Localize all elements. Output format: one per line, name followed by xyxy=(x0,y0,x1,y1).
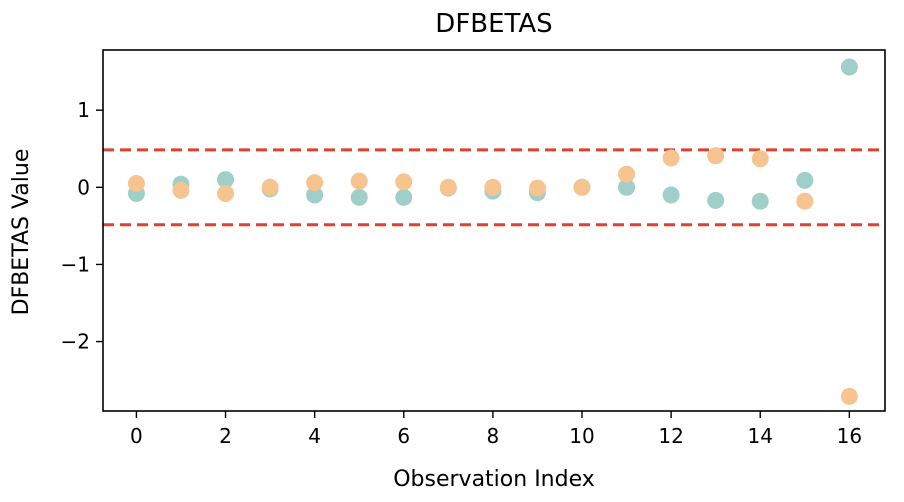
series-2-point xyxy=(172,181,190,199)
series-2-point xyxy=(350,172,368,190)
series-2-point xyxy=(261,178,279,196)
series-2-point xyxy=(484,178,502,196)
series-1-point xyxy=(840,58,858,76)
series-1-point xyxy=(751,192,769,210)
series-2-point xyxy=(439,178,457,196)
plot-marks xyxy=(103,58,885,405)
y-tick-label: 0 xyxy=(77,175,90,199)
x-tick-label: 12 xyxy=(658,424,683,448)
series-2-point xyxy=(662,149,680,167)
series-1-point xyxy=(618,178,636,196)
y-tick-label: −2 xyxy=(61,330,90,354)
x-tick-label: 10 xyxy=(569,424,594,448)
series-2-point xyxy=(306,174,324,192)
y-tick-label: −1 xyxy=(61,252,90,276)
x-tick-label: 0 xyxy=(130,424,143,448)
x-axis-label: Observation Index xyxy=(393,467,595,492)
x-tick-label: 4 xyxy=(308,424,321,448)
series-2-point xyxy=(217,184,235,202)
x-tick-label: 8 xyxy=(487,424,500,448)
series-2-point xyxy=(127,174,145,192)
series-2-point xyxy=(395,173,413,191)
series-1-point xyxy=(662,186,680,204)
x-tick-label: 2 xyxy=(219,424,232,448)
series-2-point xyxy=(796,192,814,210)
series-2-point xyxy=(840,387,858,405)
chart-title: DFBETAS xyxy=(435,9,552,39)
series-1-point xyxy=(306,186,324,204)
series-2-point xyxy=(528,179,546,197)
plot-frame xyxy=(102,49,886,412)
series-1-point xyxy=(707,191,725,209)
x-tick-label: 16 xyxy=(837,424,862,448)
series-2-point xyxy=(707,147,725,165)
series-1-point xyxy=(350,188,368,206)
series-2-point xyxy=(618,165,636,183)
y-axis-label: DFBETAS Value xyxy=(9,149,34,316)
x-tick-label: 6 xyxy=(397,424,410,448)
series-2-point xyxy=(573,178,591,196)
x-tick-label: 14 xyxy=(748,424,773,448)
series-2-point xyxy=(751,150,769,168)
series-1-point xyxy=(796,171,814,189)
series-1-point xyxy=(217,171,235,189)
y-tick-label: 1 xyxy=(77,98,90,122)
series-1-point xyxy=(395,188,413,206)
